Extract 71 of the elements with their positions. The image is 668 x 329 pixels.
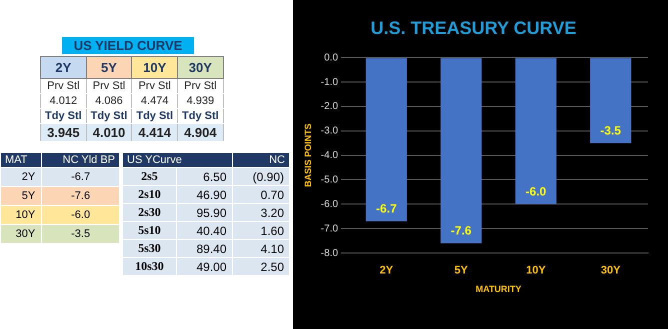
category-label: NC Yld BP [42,152,120,168]
text: 0.70 [260,188,284,202]
text: -6.0 [71,209,90,221]
x-tick-label: 10Y [526,264,546,277]
text: 4.904 [184,125,217,140]
text: 4.086 [95,95,123,107]
text: 30Y [16,228,36,240]
x-axis-title: MATURITY [476,284,522,294]
text: 4.939 [186,95,214,107]
x-tick-label: 30Y [600,264,622,277]
x-tick-label: 2Y [380,264,394,277]
data-label: -3.5 [600,123,622,138]
text: (0.90) [252,170,284,184]
data-label: -6.0 [526,184,547,198]
x-tick-label: 5Y [454,264,469,277]
text: 6.50 [203,170,226,184]
chart-title: U.S. TREASURY CURVE [370,18,576,38]
y-tick-label: -8.0 [320,248,338,259]
y-tick-label: -7.0 [320,223,338,234]
text: US YIELD CURVE [62,37,194,54]
text: 5Y [22,190,36,202]
text: 5s30 [138,241,161,255]
text: Prv Stl [92,80,126,92]
text: Tdy Stl [136,110,174,122]
text: 4.474 [140,95,168,107]
text: -6.7 [71,171,90,183]
category-label: 2Y [40,56,86,78]
category-label: US YCurve [122,152,232,168]
text: 4.012 [50,95,78,107]
text: 2s30 [138,205,161,219]
category-label: 30Y [178,56,224,78]
category-label: MAT [0,152,42,168]
text: Tdy Stl [182,110,219,122]
text: Prv Stl [184,80,217,92]
text: 40.40 [196,224,226,238]
text: 3.945 [47,125,80,140]
y-tick-label: -6.0 [320,198,338,210]
text: 2s5 [141,169,158,183]
category-label: NC [232,152,290,168]
y-tick-label: -5.0 [320,174,338,186]
y-tick-label: -3.0 [320,126,338,137]
text: 2.50 [260,260,284,274]
text: 10s30 [135,259,164,273]
data-label: -7.6 [450,224,472,238]
y-tick-label: -4.0 [320,150,338,162]
text: -7.6 [71,190,90,202]
y-tick-label: -2.0 [320,101,338,112]
category-label: 5Y [86,56,132,78]
category-label: 10Y [132,56,178,78]
text: 95.90 [196,206,226,220]
text: 49.00 [196,260,226,274]
text: Tdy Stl [90,110,128,122]
text: 89.40 [196,242,226,256]
text: 4.10 [260,242,284,256]
text: 3.20 [260,206,284,220]
text: Prv Stl [47,80,80,92]
y-tick-label: -1.0 [320,76,338,88]
text: Tdy Stl [45,110,82,122]
text: -3.5 [71,228,90,240]
text: 4.010 [92,125,126,140]
text: 2s10 [138,187,161,201]
text: 4.414 [138,125,171,140]
text: 5s10 [138,223,161,237]
text: 1.60 [260,224,284,238]
text: Prv Stl [138,80,171,92]
text: 46.90 [196,188,226,202]
text: 2Y [22,171,36,183]
y-axis-title: BASIS POINTS [302,124,313,188]
y-tick-label: 0.0 [324,52,338,64]
text: 10Y [16,209,36,221]
data-label: -6.7 [376,202,398,216]
